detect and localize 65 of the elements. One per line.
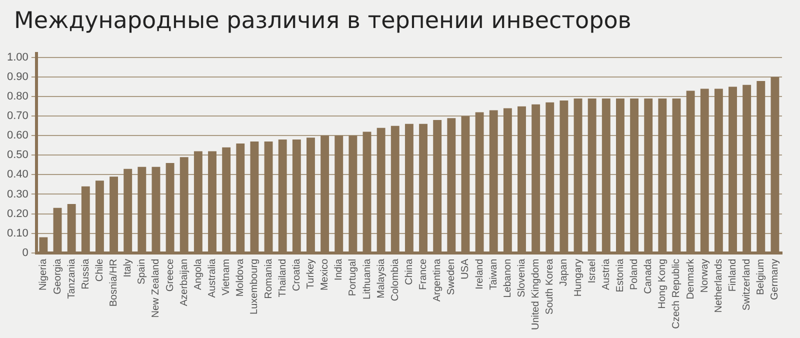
x-tick-label: Germany (770, 258, 781, 300)
x-tick-label: Lebanon (502, 258, 514, 298)
x-tick-label: Thailand (277, 258, 288, 298)
x-tick-label: Ireland (474, 258, 486, 290)
x-tick-label: USA (460, 258, 472, 280)
x-tick-label: Romania (263, 258, 274, 299)
x-tick-label: Belgium (756, 258, 767, 295)
x-tick-label: Czech Republic (671, 258, 682, 329)
x-tick-label: Moldova (235, 258, 246, 297)
x-tick-label: China (404, 258, 415, 285)
x-tick-label: Portugal (348, 258, 359, 296)
x-tick-label: Russia (80, 258, 92, 290)
x-tick-label: Australia (207, 258, 218, 298)
x-tick-label: Taiwan (488, 258, 500, 290)
x-tick-label: Canada (643, 258, 654, 294)
x-tick-label: France (418, 258, 430, 290)
x-tick-label: Netherlands (713, 258, 724, 313)
x-tick-label: New Zealand (150, 258, 162, 318)
y-tick-label: 0.80 (6, 90, 28, 103)
x-tick-label: Switzerland (742, 258, 753, 311)
x-tick-label: Japan (558, 258, 570, 286)
x-tick-label: United Kingdom (530, 258, 542, 330)
y-tick-label: 0.20 (6, 208, 28, 220)
x-tick-label: South Korea (544, 258, 556, 314)
x-tick-label: Nigeria (38, 258, 50, 291)
x-tick-label: Israel (586, 258, 598, 284)
y-tick-label: 0.40 (6, 168, 28, 181)
x-tick-label: India (334, 258, 345, 281)
y-tick-label: 0.90 (6, 71, 28, 84)
x-tick-label: Finland (728, 258, 739, 292)
x-tick-label: Spain (136, 258, 148, 284)
x-tick-label: Slovenia (516, 258, 528, 298)
x-tick-label: Luxembourg (249, 258, 260, 314)
x-tick-label: Hungary (572, 258, 584, 297)
x-tick-label: Georgia (52, 258, 64, 294)
x-tick-label: Bosnia/HR (108, 258, 120, 307)
x-tick-label: Chile (94, 258, 106, 282)
y-tick-label: 0.60 (6, 130, 28, 142)
x-tick-label: Norway (699, 258, 710, 293)
chart-title: Международные различия в терпении инвесторов (14, 8, 632, 34)
x-tick-label: Italy (122, 258, 134, 278)
x-tick-label: Greece (164, 258, 176, 292)
y-tick-label: 0.50 (6, 149, 28, 162)
x-tick-label: Turkey (305, 258, 316, 290)
y-tick-label: 0.30 (6, 188, 28, 200)
x-tick-label: Sweden (446, 258, 458, 295)
x-tick-label: Angola (192, 258, 204, 290)
x-tick-label: Mexico (320, 258, 331, 291)
x-tick-label: Malaysia (376, 258, 387, 298)
y-tick-label: 1.00 (6, 52, 28, 64)
x-tick-label: Hong Kong (657, 258, 668, 309)
y-tick-label: 0.10 (6, 227, 28, 240)
y-tick-label: 0.70 (6, 110, 28, 122)
x-tick-label: Austria (600, 258, 612, 290)
x-tick-label: Croatia (291, 258, 302, 292)
x-tick-label: Tanzania (66, 258, 78, 299)
x-tick-label: Estonia (614, 258, 626, 292)
y-tick-label: 0 (22, 246, 28, 259)
x-tick-label: Denmark (685, 258, 696, 300)
x-tick-label: Argentina (432, 258, 444, 302)
x-tick-label: Poland (629, 258, 640, 290)
x-tick-label: Vietnam (221, 258, 232, 296)
x-tick-label: Azerbaijan (178, 258, 190, 306)
x-tick-label: Lithuania (362, 258, 373, 300)
x-tick-label: Colombia (390, 258, 401, 302)
